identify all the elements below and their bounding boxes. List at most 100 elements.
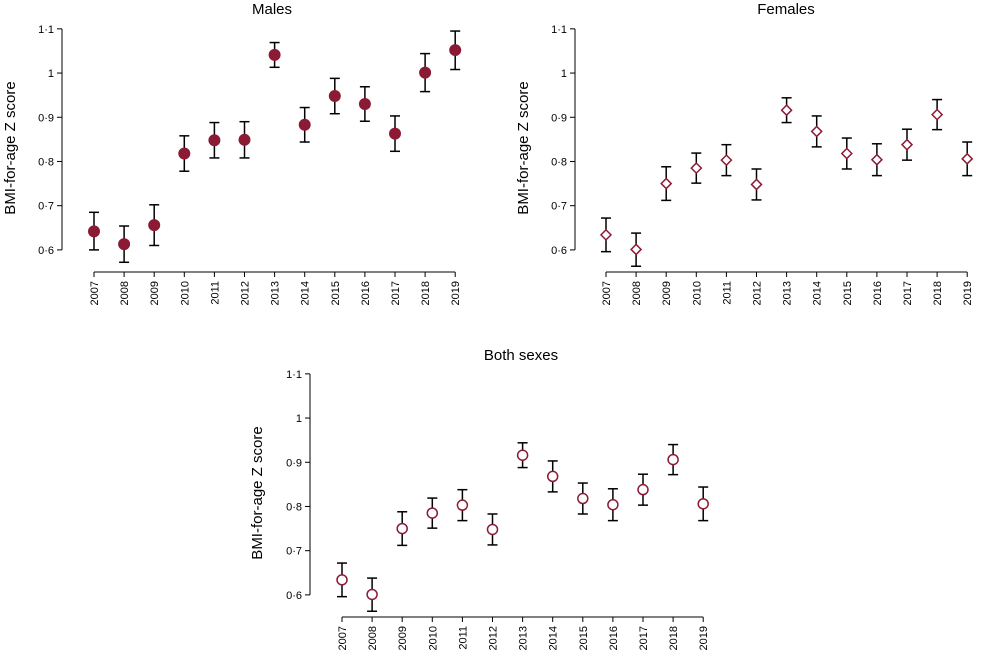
data-point [358,98,371,110]
y-tick-label: 0·7 [286,546,302,558]
x-tick-label: 2017 [390,281,402,305]
data-point [667,453,679,466]
x-tick-label: 2018 [932,281,944,305]
data-point [697,498,709,510]
x-tick-label: 2019 [698,626,710,650]
data-point [546,470,559,483]
data-point [870,153,883,166]
data-point [961,152,974,165]
x-tick-label: 2010 [179,281,191,305]
x-tick-label: 2017 [902,281,914,305]
x-tick-label: 2011 [457,626,469,650]
x-tick-label: 2018 [420,281,432,305]
x-tick-label: 2013 [518,626,530,650]
x-tick-label: 2008 [367,626,379,650]
data-point [88,225,100,238]
x-tick-label: 2010 [691,281,703,305]
data-point [720,154,733,167]
panel-title: Males [252,1,292,18]
panel-females: Females BMI-for-age Z score 0·6 0·7 0·8 0·9… [515,1,974,305]
data-point [599,228,613,241]
x-tick-label: 2007 [601,281,613,305]
data-point [931,108,944,121]
data-point [516,449,529,461]
y-tick-label: 0·6 [551,245,567,257]
y-tick-label: 1 [561,68,567,80]
data-point [607,498,619,511]
data-point [328,90,341,103]
data-point [630,243,643,256]
panel-title: Both sexes [484,347,558,364]
x-tick-label: 2017 [638,626,650,650]
data-point [456,499,469,511]
data-point [900,138,914,151]
panel-both-sexes: Both sexes BMI-for-age Z score 0·6 0·7 0·8… [249,347,710,650]
data-point [298,118,311,131]
data-point [396,522,408,535]
x-tick-label: 2010 [427,626,439,650]
x-tick-label: 2016 [360,281,372,305]
y-tick-label: 0·8 [38,156,54,168]
data-point [690,162,703,175]
x-tick-label: 2008 [119,281,131,305]
data-point [389,127,401,140]
data-point [178,147,191,160]
x-tick-label: 2007 [89,281,101,305]
y-tick-label: 0·6 [38,245,54,257]
x-tick-label: 2012 [752,281,764,305]
data-point [486,523,499,536]
x-tick-label: 2015 [842,281,854,305]
y-tick-label: 1·1 [551,24,567,36]
y-tick-label: 1 [296,413,302,425]
panel-title: Females [757,1,815,18]
data-point [208,134,221,147]
data-point [268,48,281,61]
x-tick-label: 2011 [721,281,733,305]
x-tick-label: 2012 [488,626,500,650]
y-tick-label: 0·7 [551,201,567,213]
data-point [660,177,673,190]
panel-males: Males BMI-for-age Z score 0·6 0·7 0·8 0·9 1 1… [2,1,462,305]
x-tick-label: 2019 [962,281,974,305]
y-tick-label: 1·1 [38,24,54,36]
data-point [840,147,853,160]
x-tick-label: 2016 [608,626,620,650]
x-tick-label: 2014 [300,281,312,305]
y-tick-label: 0·7 [38,201,54,213]
x-tick-label: 2012 [240,281,252,305]
y-tick-label: 1·1 [286,369,302,381]
y-tick-label: 0·6 [286,590,302,602]
y-tick-label: 0·9 [38,112,54,124]
x-tick-label: 2009 [149,281,161,305]
data-point [449,44,462,57]
y-tick-label: 0·9 [551,112,567,124]
x-tick-label: 2015 [330,281,342,305]
data-point [426,507,439,519]
data-point [238,133,251,146]
y-tick-label: 0·8 [551,156,567,168]
y-tick-label: 1 [48,68,54,80]
data-point [637,483,649,496]
data-point [336,574,348,586]
data-point [810,125,823,138]
y-tick-label: 0·8 [286,501,302,513]
x-tick-label: 2007 [337,626,349,650]
data-point [118,238,131,251]
x-tick-label: 2009 [397,626,409,650]
y-axis-label: BMI-for-age Z score [515,81,532,214]
y-axis-label: BMI-for-age Z score [249,426,266,559]
x-tick-label: 2014 [548,626,560,650]
y-tick-label: 0·9 [286,457,302,469]
x-tick-label: 2015 [578,626,590,650]
data-point [148,219,161,232]
x-tick-label: 2019 [450,281,462,305]
data-point [577,492,589,505]
x-tick-label: 2014 [812,281,824,305]
data-point [750,178,763,191]
data-point [419,66,432,79]
x-tick-label: 2016 [872,281,884,305]
data-point [780,104,793,117]
x-tick-label: 2018 [668,626,680,650]
x-tick-label: 2013 [782,281,794,305]
